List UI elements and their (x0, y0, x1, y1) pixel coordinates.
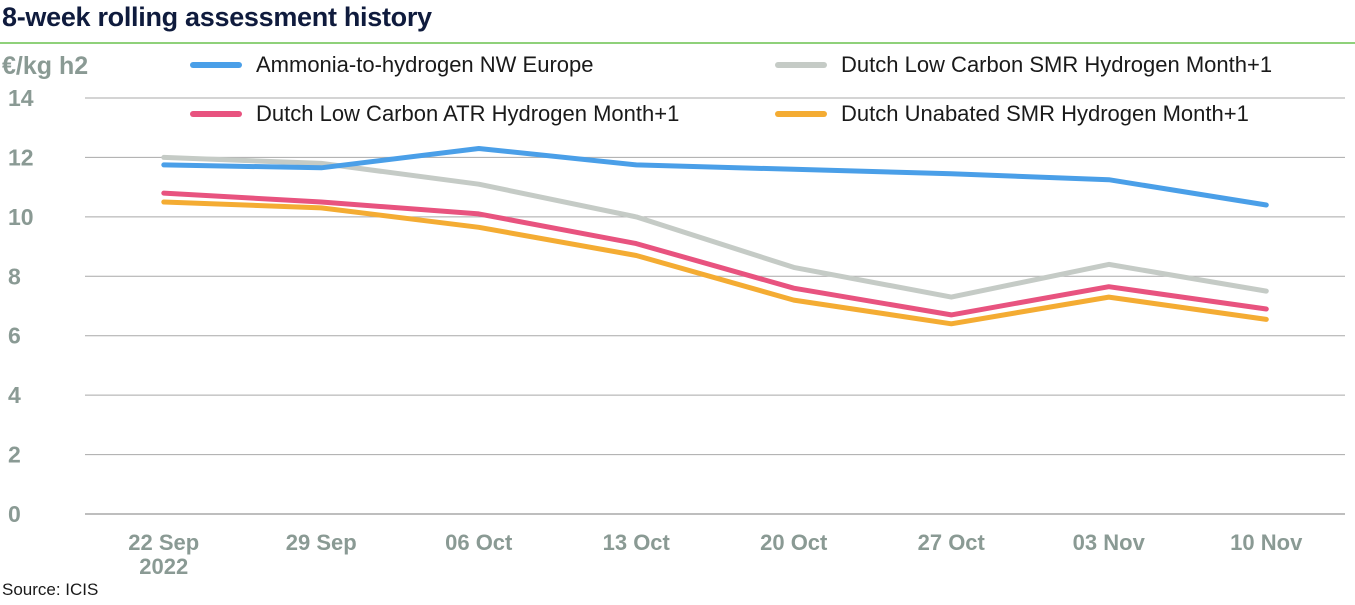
y-tick-label: 6 (8, 323, 21, 349)
x-tick-label: 20 Oct (760, 530, 828, 555)
x-tick-label: 06 Oct (445, 530, 513, 555)
y-tick-label: 10 (8, 204, 34, 230)
x-tick-label: 13 Oct (603, 530, 671, 555)
x-tick-label: 10 Nov (1230, 530, 1303, 555)
x-tick-label: 27 Oct (918, 530, 986, 555)
series-line-0 (161, 146, 1269, 208)
x-tick-year-label: 2022 (139, 554, 188, 579)
x-tick-label: 22 Sep (128, 530, 199, 555)
source-note: Source: ICIS (2, 580, 99, 599)
chart-title: 8-week rolling assessment history (2, 2, 432, 32)
x-tick-label: 29 Sep (286, 530, 357, 555)
y-tick-label: 2 (8, 442, 21, 468)
y-axis-label: €/kg h2 (2, 52, 89, 80)
y-tick-label: 12 (8, 144, 34, 170)
y-tick-label: 0 (8, 501, 21, 527)
series-line-3 (161, 199, 1269, 327)
x-tick-label: 03 Nov (1073, 530, 1146, 555)
series-line-2 (161, 190, 1269, 318)
y-tick-label: 8 (8, 263, 21, 289)
y-tick-label: 14 (8, 85, 34, 111)
y-tick-label: 4 (8, 382, 21, 408)
title-divider (0, 42, 1355, 44)
